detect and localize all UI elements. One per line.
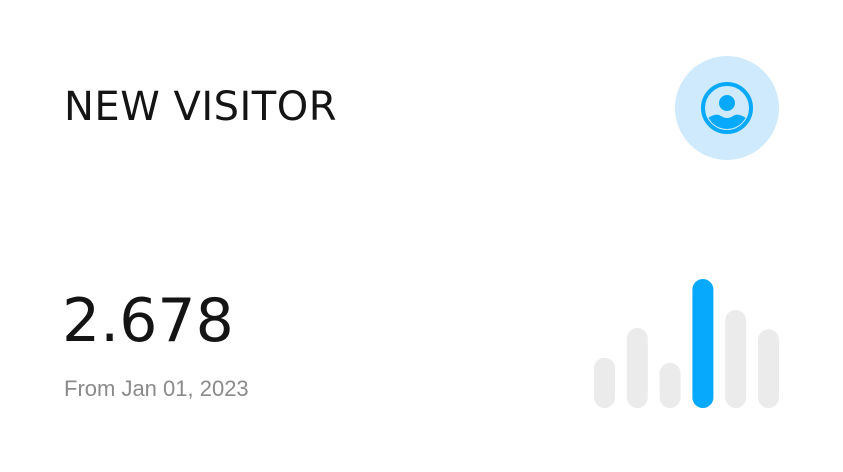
user-circle-icon [701,82,753,134]
bar [659,362,681,408]
card-title: NEW VISITOR [64,84,338,130]
mini-bar-chart [594,279,779,408]
visitor-count: 2.678 [62,286,234,356]
date-range-label: From Jan 01, 2023 [64,376,249,401]
bar [725,309,747,408]
bar-highlighted [692,279,714,408]
user-icon-badge [675,56,779,160]
bar [626,328,648,408]
bar [758,329,779,408]
bar [594,357,615,408]
